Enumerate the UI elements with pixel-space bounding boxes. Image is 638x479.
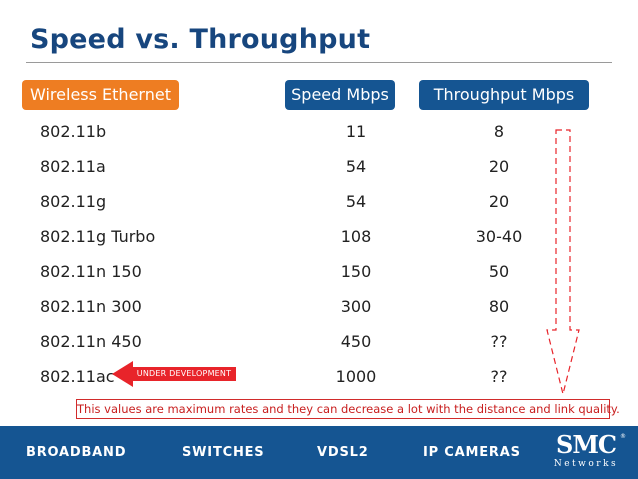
throughput-cell: 30-40	[475, 227, 523, 246]
table-row: 802.11n 150 150 50	[0, 254, 638, 289]
header-wireless-ethernet: Wireless Ethernet	[22, 80, 179, 110]
standard-cell: 802.11ac	[40, 367, 115, 386]
standard-cell: 802.11g Turbo	[40, 227, 156, 246]
header-throughput-mbps: Throughput Mbps	[419, 80, 589, 110]
standard-cell: 802.11n 300	[40, 297, 142, 316]
table-row: 802.11a 54 20	[0, 149, 638, 184]
table-row: 802.11g Turbo 108 30-40	[0, 219, 638, 254]
speed-cell: 1000	[335, 367, 377, 386]
speed-cell: 150	[340, 262, 372, 281]
smc-logo: SMC ® Networks	[551, 432, 627, 474]
throughput-cell: 80	[488, 297, 510, 316]
footer-item-broadband: BROADBAND	[26, 445, 127, 460]
logo-registered-mark: ®	[620, 433, 626, 440]
left-arrow-icon	[112, 361, 236, 387]
table-row: 802.11n 450 450 ??	[0, 324, 638, 359]
disclaimer-note: This values are maximum rates and they c…	[76, 399, 620, 419]
throughput-cell: 20	[488, 192, 510, 211]
logo-subtitle: Networks	[553, 459, 619, 469]
down-arrow-icon	[546, 129, 580, 395]
speed-cell: 108	[340, 227, 372, 246]
under-development-callout: UNDER DEVELOPMENT	[112, 361, 236, 387]
footer-bar: BROADBAND SWITCHES VDSL2 IP CAMERAS SMC …	[0, 426, 638, 479]
under-development-label: UNDER DEVELOPMENT	[136, 369, 232, 378]
header-speed-mbps: Speed Mbps	[285, 80, 395, 110]
table-row: 802.11ac 1000 ??	[0, 359, 638, 394]
title-divider	[26, 62, 612, 63]
standard-cell: 802.11n 450	[40, 332, 142, 351]
throughput-cell: 8	[493, 122, 505, 141]
throughput-cell: 50	[488, 262, 510, 281]
speed-cell: 54	[345, 157, 367, 176]
footer-item-ip-cameras: IP CAMERAS	[423, 445, 521, 460]
throughput-cell: ??	[490, 332, 508, 351]
footer-item-switches: SWITCHES	[182, 445, 265, 460]
table-row: 802.11b 11 8	[0, 114, 638, 149]
speed-cell: 300	[340, 297, 372, 316]
standard-cell: 802.11g	[40, 192, 107, 211]
footer-item-vdsl2: VDSL2	[317, 445, 369, 460]
throughput-cell: 20	[488, 157, 510, 176]
standard-cell: 802.11b	[40, 122, 107, 141]
page-title: Speed vs. Throughput	[30, 24, 371, 55]
table-row: 802.11n 300 300 80	[0, 289, 638, 324]
speed-cell: 11	[345, 122, 367, 141]
logo-wordmark: SMC	[556, 430, 617, 459]
throughput-cell: ??	[490, 367, 508, 386]
speed-cell: 54	[345, 192, 367, 211]
standard-cell: 802.11a	[40, 157, 106, 176]
table-row: 802.11g 54 20	[0, 184, 638, 219]
standard-cell: 802.11n 150	[40, 262, 142, 281]
speed-cell: 450	[340, 332, 372, 351]
